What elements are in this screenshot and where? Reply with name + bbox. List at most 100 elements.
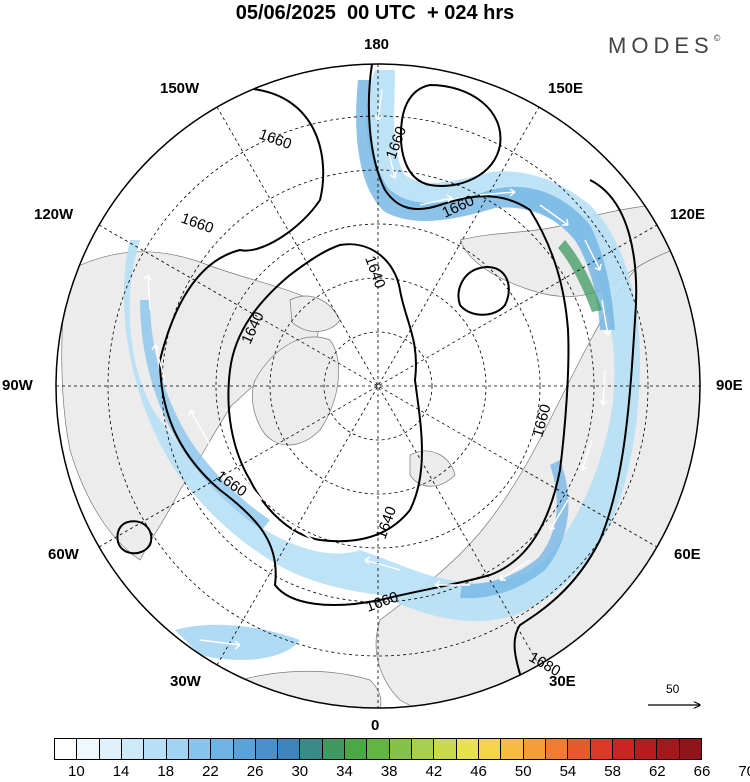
greenland: [252, 336, 340, 446]
colorbar-cell: [255, 739, 279, 759]
colorbar-cell: [434, 739, 457, 759]
contour-1660-east: [513, 179, 638, 691]
colorbar-cell: [188, 739, 212, 759]
colorbar-cell: [55, 739, 78, 759]
colorbar-cell: [300, 739, 323, 759]
colorbar-tick-label: 66: [693, 763, 711, 780]
contour-1660-atlantic-low: [116, 520, 153, 555]
longitude-label-60e: 60E: [674, 546, 701, 563]
longitude-label-0: 0: [371, 717, 380, 734]
longitude-label-120e: 120E: [670, 206, 706, 223]
longitude-label-120w: 120W: [34, 206, 74, 223]
colorbar-tick-label: 22: [202, 763, 219, 780]
colorbar-cell: [77, 739, 100, 759]
contour-1640-small-low: [457, 266, 510, 316]
colorbar-cell: [389, 739, 412, 759]
colorbar-cell: [233, 739, 256, 759]
longitude-label-30w: 30W: [170, 673, 201, 690]
jet-core-pacific: [356, 80, 615, 330]
africa-north: [209, 670, 382, 708]
wind-arrow: [580, 439, 593, 471]
wind-arrow: [291, 524, 321, 546]
colorbar-cell: [501, 739, 524, 759]
colorbar-cell: [211, 739, 234, 759]
jet-core-europe: [460, 460, 569, 599]
wind-arrow: [188, 409, 211, 446]
wind-arrow: [601, 299, 612, 336]
map-border: [55, 63, 701, 709]
colorbar-tick-label: 46: [470, 763, 487, 780]
wind-arrow: [374, 89, 383, 121]
graticule: [56, 64, 700, 708]
brand-logo: MODES©: [608, 33, 720, 59]
wind-arrow: [539, 204, 569, 226]
colorbar-cell: [679, 739, 702, 759]
colorbar-tick-label: 34: [336, 763, 353, 780]
longitude-label-150e: 150E: [548, 80, 584, 97]
colorbar-cell: [657, 739, 680, 759]
colorbar-cell: [568, 739, 591, 759]
colorbar-ticks: 10 14 18 22 26 30 34 38 42 46 50 54 58 62 66 70: [0, 763, 750, 781]
wind-arrow: [584, 239, 602, 271]
colorbar-cell: [99, 739, 122, 759]
longitude-label-90w: 90W: [2, 377, 33, 394]
colorbar-tick-label: 14: [112, 763, 130, 780]
wind-arrow: [237, 471, 263, 501]
contour-1660-pacific-low: [399, 83, 502, 187]
colorbar-cell: [322, 739, 346, 759]
colorbar-tick-label: 62: [648, 763, 666, 780]
geopotential-contours: [116, 64, 638, 691]
wind-arrow: [419, 194, 453, 206]
wind-vectors: [143, 89, 612, 650]
longitude-label-90e: 90E: [716, 377, 743, 394]
colorbar-tick-label: 38: [380, 763, 398, 780]
colorbar-tick-label: 26: [246, 763, 264, 780]
arctic-islands: [289, 295, 456, 487]
colorbar-cell: [367, 739, 390, 759]
contour-1660-outer: [158, 64, 570, 606]
colorbar-tick-label: 18: [157, 763, 175, 780]
colorbar-tick-label: 70: [738, 763, 750, 780]
colorbar-cell: [121, 739, 145, 759]
colorbar-tick-label: 50: [514, 763, 532, 780]
chart-title: 05/06/2025 00 UTC + 024 hrs: [235, 2, 515, 24]
colorbar-cell: [166, 739, 189, 759]
longitude-label-60w: 60W: [48, 546, 79, 563]
colorbar-cell: [144, 739, 167, 759]
colorbar-cell: [345, 739, 368, 759]
contour-1640-polar: [227, 243, 423, 543]
colorbar-tick-label: 10: [68, 763, 85, 780]
colorbar-cell: [456, 739, 479, 759]
colorbar-cell: [545, 739, 569, 759]
wind-arrow: [549, 499, 569, 531]
colorbar-cell: [478, 739, 502, 759]
wind-arrow: [364, 556, 401, 571]
colorbar-cell: [523, 739, 546, 759]
jet-core-asia: [558, 240, 602, 312]
longitude-label-180: 180: [364, 36, 390, 53]
wind-arrow: [499, 559, 531, 581]
colorbar-tick-label: 54: [559, 763, 577, 780]
colorbar-tick-label: 58: [604, 763, 621, 780]
colorbar-tick-label: 42: [425, 763, 443, 780]
wind-arrow: [479, 188, 516, 197]
colorbar: [54, 738, 702, 760]
wind-arrow: [143, 274, 152, 311]
colorbar-cell: [590, 739, 613, 759]
longitude-label-150w: 150W: [160, 80, 200, 97]
wind-scale-label: 50: [666, 682, 680, 696]
colorbar-cell: [412, 739, 435, 759]
colorbar-cell: [612, 739, 636, 759]
wind-arrow: [599, 369, 608, 406]
brand-mark: ©: [713, 33, 721, 43]
wind-arrow: [434, 580, 470, 589]
wind-arrow: [387, 149, 397, 179]
colorbar-tick-label: 30: [291, 763, 309, 780]
jet-core-atlantic: [140, 300, 270, 530]
colorbar-cell: [635, 739, 658, 759]
wind-arrow: [151, 344, 166, 381]
colorbar-cell: [278, 739, 301, 759]
longitude-label-30e: 30E: [549, 673, 576, 690]
brand-text: MODES: [608, 33, 714, 58]
